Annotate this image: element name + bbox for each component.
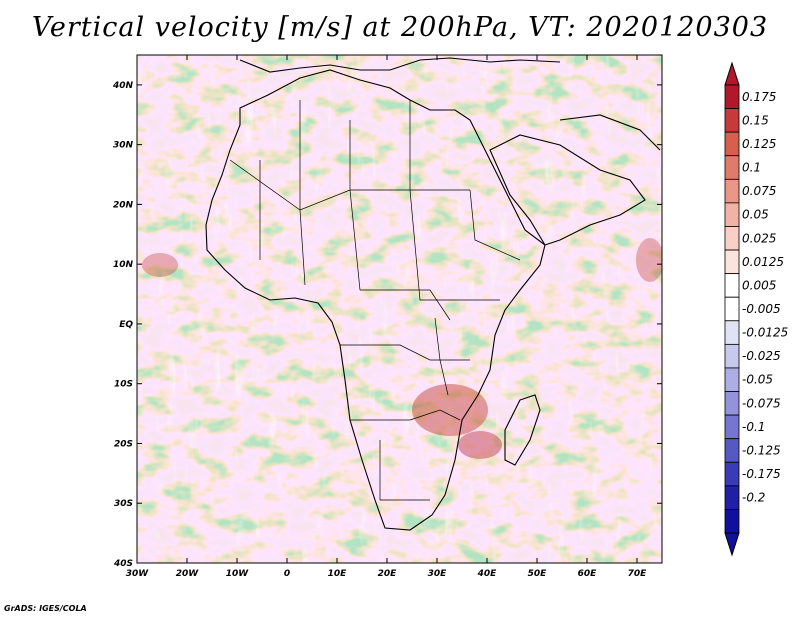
colorbar-swatch xyxy=(724,84,740,109)
colorbar-label: -0.1 xyxy=(742,420,765,434)
colorbar-swatch xyxy=(724,249,740,275)
colorbar-swatch xyxy=(724,461,740,487)
grads-credit: GrADS: IGES/COLA xyxy=(4,604,87,613)
coastlines xyxy=(205,57,661,531)
colorbar-label: -0.025 xyxy=(742,349,781,363)
x-tick-label: 10W xyxy=(226,569,250,579)
x-tick-label: 20E xyxy=(378,569,398,579)
x-axis: 30W 20W 10W 0 10E 20E 30E 40E 50E 60E 70E xyxy=(126,55,647,579)
border-line xyxy=(379,440,430,501)
y-tick-label: 30S xyxy=(114,499,133,509)
border-line xyxy=(360,289,451,321)
y-tick-label: 40S xyxy=(113,559,133,569)
border-line xyxy=(340,344,470,361)
iran-coastline xyxy=(559,114,661,151)
border-line xyxy=(299,100,306,286)
border-line xyxy=(469,189,521,261)
colorbar-label: 0.175 xyxy=(742,90,776,104)
colorbar-swatch xyxy=(724,391,740,416)
colorbar-swatch xyxy=(724,509,740,534)
updraft-patch-indian-ocean xyxy=(636,238,662,282)
colorbar-label: -0.2 xyxy=(742,491,765,505)
colorbar-swatch xyxy=(724,226,740,251)
colorbar-label: -0.075 xyxy=(742,396,781,410)
colorbar-label: 0.1 xyxy=(742,161,761,175)
x-tick-label: 20W xyxy=(176,569,200,579)
velocity-field xyxy=(137,55,662,563)
colorbar-label: 0.05 xyxy=(742,208,769,222)
colorbar-label: -0.005 xyxy=(742,302,781,316)
y-tick-label: 40N xyxy=(112,81,134,91)
colorbar-max-arrow xyxy=(724,61,740,86)
madagascar-coastline xyxy=(504,394,541,466)
plot-frame xyxy=(136,54,663,564)
y-tick-label: 10N xyxy=(113,260,134,270)
country-borders xyxy=(229,100,521,501)
colorbar-label: 0.0125 xyxy=(742,255,784,269)
colorbar-label: 0.025 xyxy=(742,231,776,245)
colorbar-swatch xyxy=(724,155,740,180)
y-tick-label: 30N xyxy=(113,141,134,151)
x-tick-label: 10E xyxy=(328,569,348,579)
border-line xyxy=(349,120,361,291)
y-axis: 40N 30N 20N 10N EQ 10S 20S 30S 40S xyxy=(112,81,662,569)
colorbar-swatch xyxy=(724,485,740,510)
colorbar-swatch xyxy=(724,178,740,204)
colorbar: 0.175 0.15 0.125 0.1 0.075 0.05 0.025 0.0125 0.0… xyxy=(724,61,788,557)
colorbar-swatch xyxy=(724,414,740,440)
y-tick-label: 20S xyxy=(114,439,133,449)
colorbar-label: 0.15 xyxy=(742,113,769,127)
y-tick-label: EQ xyxy=(119,320,133,330)
border-line xyxy=(409,189,500,301)
border-line xyxy=(350,409,461,421)
colorbar-swatch xyxy=(724,320,740,345)
colorbar-label: 0.005 xyxy=(742,278,776,292)
colorbar-label: 0.075 xyxy=(742,184,776,198)
x-tick-label: 30W xyxy=(126,569,150,579)
colorbar-label: -0.125 xyxy=(742,443,781,457)
updraft-patch-mozambique xyxy=(458,431,502,459)
x-tick-label: 0 xyxy=(284,569,290,579)
arabia-coastline xyxy=(489,134,646,246)
x-tick-label: 40E xyxy=(477,569,498,579)
colorbar-swatch xyxy=(724,202,740,227)
x-tick-label: 60E xyxy=(578,569,598,579)
updraft-patch-atlantic xyxy=(142,253,178,277)
colorbar-min-arrow xyxy=(724,532,740,557)
colorbar-label: -0.05 xyxy=(742,373,773,387)
x-tick-label: 70E xyxy=(628,569,648,579)
y-tick-label: 20N xyxy=(113,200,134,210)
colorbar-swatch xyxy=(724,273,740,298)
y-tick-label: 10S xyxy=(114,380,133,390)
x-tick-label: 30E xyxy=(428,569,448,579)
colorbar-label: -0.0125 xyxy=(742,326,788,340)
border-line xyxy=(434,317,449,396)
colorbar-label: -0.175 xyxy=(742,467,781,481)
colorbar-swatch xyxy=(724,108,740,133)
colorbar-swatch xyxy=(724,131,740,157)
colorbar-swatch xyxy=(724,343,740,369)
colorbar-swatch xyxy=(724,438,740,463)
europe-coastline xyxy=(239,57,561,73)
updraft-patch-southern-africa xyxy=(412,384,488,436)
x-tick-label: 50E xyxy=(528,569,548,579)
colorbar-label: 0.125 xyxy=(742,137,776,151)
africa-coastline xyxy=(205,69,546,531)
colorbar-swatch xyxy=(724,367,740,392)
colorbar-swatch xyxy=(724,296,740,322)
map-title: Vertical velocity [m/s] at 200hPa, VT: 2… xyxy=(31,12,769,43)
